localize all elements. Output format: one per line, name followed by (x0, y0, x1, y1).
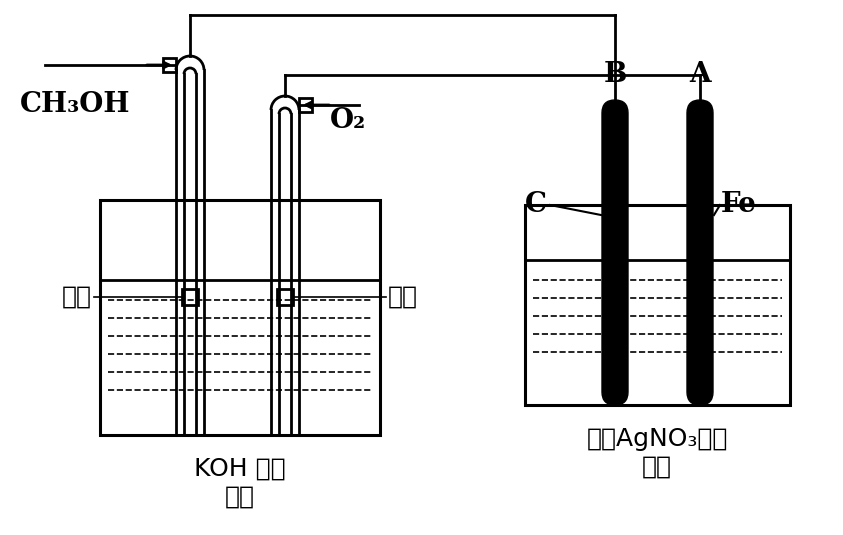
Bar (163, 58, 176, 72)
Text: B: B (604, 61, 626, 88)
Text: CH₃OH: CH₃OH (20, 91, 131, 118)
FancyBboxPatch shape (687, 100, 713, 405)
Bar (182, 289, 198, 305)
Text: 电极: 电极 (388, 285, 418, 309)
Text: Fe: Fe (721, 192, 757, 218)
Text: O₂: O₂ (330, 106, 366, 134)
Text: KOH 溶液: KOH 溶液 (194, 457, 286, 481)
Text: 甲池: 甲池 (225, 485, 255, 509)
Text: 乙池: 乙池 (642, 455, 672, 479)
Bar (525, 205, 790, 405)
Text: 电极: 电极 (62, 285, 92, 309)
Bar (100, 200, 380, 435)
Text: C: C (525, 192, 547, 218)
Bar (299, 98, 312, 112)
Text: 过量AgNO₃溶液: 过量AgNO₃溶液 (587, 427, 728, 451)
Bar (277, 289, 293, 305)
FancyBboxPatch shape (602, 100, 628, 405)
Text: A: A (690, 61, 711, 88)
